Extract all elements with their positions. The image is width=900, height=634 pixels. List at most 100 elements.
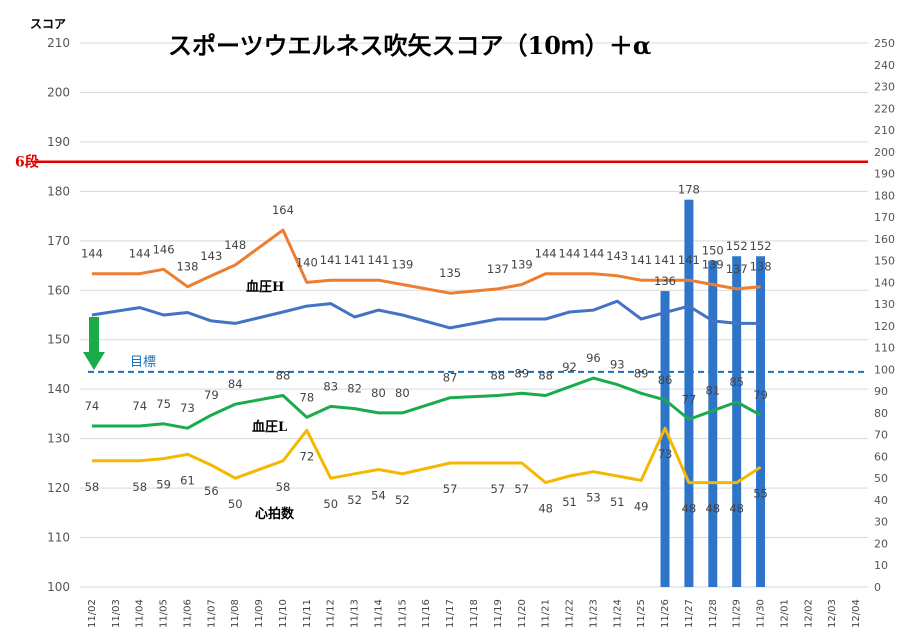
bp-low-data-label: 80: [395, 386, 410, 400]
x-tick-label: 11/13: [350, 599, 361, 628]
x-tick-label: 11/05: [159, 599, 170, 628]
bp-high-data-label: 141: [320, 253, 342, 267]
y2-tick-label: 130: [874, 298, 895, 311]
y-tick-label: 200: [47, 85, 70, 99]
y2-tick-label: 250: [874, 37, 895, 50]
x-tick-label: 12/02: [803, 599, 814, 628]
bp-low-data-label: 93: [610, 358, 625, 372]
bp-low-data-label: 77: [682, 392, 697, 406]
bp-high-data-label: 141: [630, 253, 652, 267]
bp-low-data-label: 82: [347, 382, 362, 396]
bp-high-data-label: 135: [439, 266, 461, 280]
heart-rate-data-label: 52: [395, 493, 410, 507]
bp-low-data-label: 88: [491, 369, 506, 383]
y2-tick-label: 0: [874, 581, 881, 594]
bp-low-data-label: 81: [705, 384, 720, 398]
x-tick-label: 11/12: [326, 599, 337, 628]
bp-high-data-label: 137: [487, 262, 509, 276]
bp-low-data-label: 89: [634, 366, 649, 380]
x-tick-label: 11/26: [660, 599, 671, 628]
y-tick-label: 170: [47, 234, 70, 248]
y2-tick-label: 240: [874, 59, 895, 72]
x-tick-label: 11/19: [493, 599, 504, 628]
bar-data-label: 152: [726, 239, 748, 253]
x-tick-label: 11/27: [684, 599, 695, 628]
x-tick-label: 11/07: [206, 599, 217, 628]
x-tick-label: 11/08: [230, 599, 241, 628]
y-tick-label: 140: [47, 382, 70, 396]
y2-tick-label: 40: [874, 494, 888, 507]
bp-high-data-label: 138: [750, 260, 772, 274]
x-tick-label: 11/22: [565, 599, 576, 628]
heart-rate-data-label: 52: [347, 493, 362, 507]
heart-rate-data-label: 57: [443, 482, 458, 496]
bp-low-data-label: 74: [132, 399, 147, 413]
x-tick-label: 12/01: [779, 599, 790, 628]
heart-rate-data-label: 54: [371, 488, 386, 502]
bp-low-data-label: 75: [156, 397, 171, 411]
line-series: [91, 228, 762, 485]
bp-high-data-label: 144: [559, 247, 581, 261]
heart-rate-data-label: 50: [323, 497, 338, 511]
series-name-bp-low: 血圧L: [252, 419, 287, 435]
grid-lines: [80, 42, 868, 588]
bp-high-data-label: 140: [296, 255, 318, 269]
x-tick-label: 11/30: [756, 599, 767, 628]
bp-low-data-label: 89: [514, 366, 529, 380]
bp-low-data-label: 79: [753, 388, 768, 402]
y-tick-label: 120: [47, 481, 70, 495]
bp-high-data-label: 144: [535, 247, 557, 261]
bp-low-data-label: 92: [562, 360, 577, 374]
y2-tick-label: 220: [874, 102, 895, 115]
bar: [660, 291, 670, 587]
heart-rate-data-label: 59: [156, 478, 171, 492]
series-line-bp-high: [91, 228, 761, 295]
x-tick-label: 11/09: [254, 599, 265, 628]
x-tick-label: 11/14: [373, 599, 384, 628]
heart-rate-data-label: 58: [85, 480, 100, 494]
heart-rate-data-label: 61: [180, 473, 195, 487]
bp-high-data-label: 148: [224, 238, 246, 252]
series-line-bp-low: [91, 376, 762, 430]
heart-rate-data-label: 49: [634, 499, 649, 513]
bp-low-data-label: 79: [204, 388, 219, 402]
series-line-heart-rate: [91, 426, 762, 485]
y2-tick-label: 110: [874, 342, 895, 355]
y2-tick-label: 210: [874, 124, 895, 137]
y2-tick-label: 90: [874, 385, 888, 398]
y2-tick-label: 230: [874, 81, 895, 94]
bar: [684, 199, 694, 587]
y-tick-label: 130: [47, 432, 70, 446]
bar-data-label: 150: [702, 244, 724, 258]
bp-low-data-label: 88: [538, 369, 553, 383]
y-tick-label: 100: [47, 580, 70, 594]
bp-low-data-label: 78: [300, 390, 315, 404]
bp-low-data-label: 88: [276, 369, 291, 383]
bp-high-data-label: 141: [654, 253, 676, 267]
y2-tick-label: 200: [874, 146, 895, 159]
y2-tick-label: 180: [874, 189, 895, 202]
x-tick-label: 12/04: [851, 599, 862, 628]
bp-high-data-label: 141: [368, 253, 390, 267]
y2-tick-label: 80: [874, 407, 888, 420]
bar-data-label: 178: [678, 183, 700, 197]
bp-high-data-label: 141: [678, 253, 700, 267]
bp-low-data-label: 80: [371, 386, 386, 400]
heart-rate-data-label: 51: [610, 495, 625, 509]
target-arrow-shaft: [89, 317, 99, 353]
bp-low-data-label: 83: [323, 379, 338, 393]
x-tick-label: 12/03: [827, 599, 838, 628]
series-line-score: [91, 299, 761, 330]
x-tick-label: 11/20: [517, 599, 528, 628]
y2-tick-label: 10: [874, 559, 888, 572]
bar-series: [660, 199, 766, 587]
bp-high-data-label: 146: [153, 242, 175, 256]
dan-label: 6段: [15, 154, 39, 171]
heart-rate-data-label: 48: [705, 502, 720, 516]
heart-rate-data-label: 50: [228, 497, 243, 511]
heart-rate-data-label: 48: [729, 502, 744, 516]
bp-high-data-label: 139: [702, 258, 724, 272]
y2-tick-label: 160: [874, 233, 895, 246]
